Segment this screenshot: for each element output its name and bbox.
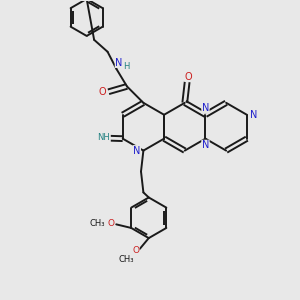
Text: O: O <box>107 219 114 228</box>
Text: N: N <box>202 103 209 113</box>
Text: O: O <box>132 246 139 255</box>
Text: CH₃: CH₃ <box>118 255 134 264</box>
Text: CH₃: CH₃ <box>89 219 105 228</box>
Text: O: O <box>185 71 193 82</box>
Text: O: O <box>99 87 106 98</box>
Text: N: N <box>133 146 140 156</box>
Text: N: N <box>202 140 209 150</box>
Text: NH: NH <box>98 133 110 142</box>
Text: N: N <box>250 110 257 120</box>
Text: N: N <box>115 58 123 68</box>
Text: H: H <box>124 62 130 71</box>
